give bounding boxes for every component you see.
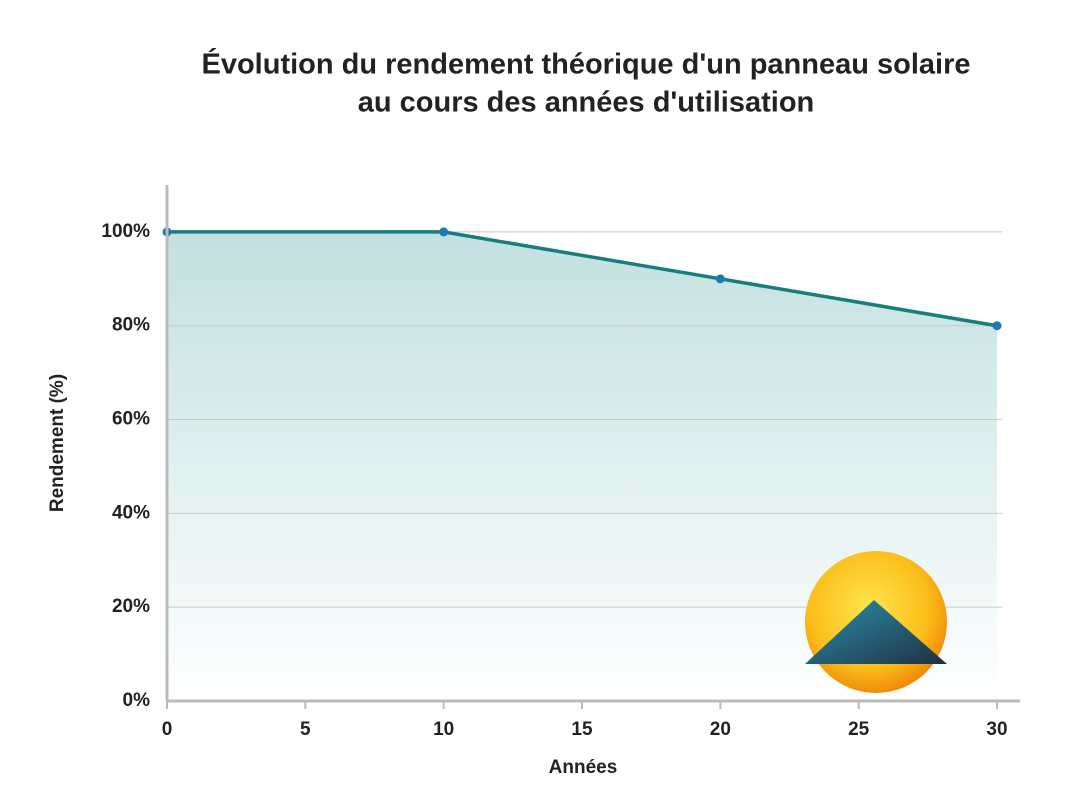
y-tick-label: 60% <box>112 409 150 430</box>
x-tick-label: 10 <box>433 719 454 740</box>
x-tick-label: 30 <box>986 719 1007 740</box>
area-fill <box>167 231 997 701</box>
y-tick-label: 20% <box>112 596 150 617</box>
y-axis-label: Rendement (%) <box>47 374 68 512</box>
y-tick-label: 100% <box>101 221 150 242</box>
point <box>439 227 449 237</box>
x-tick-label: 15 <box>571 719 593 740</box>
x-axis-label: Années <box>549 757 618 778</box>
y-tick-label: 80% <box>112 315 150 336</box>
y-tick-label: 40% <box>112 502 150 523</box>
y-tick-label: 0% <box>123 690 151 711</box>
point <box>992 321 1002 331</box>
point <box>715 274 725 284</box>
chart-title: Évolution du rendement théorique d'un pa… <box>201 47 970 81</box>
sun-icon <box>805 551 947 693</box>
x-tick-label: 20 <box>710 719 731 740</box>
x-tick-label: 5 <box>300 719 311 740</box>
x-tick-label: 25 <box>848 719 870 740</box>
x-tick-label: 0 <box>162 719 173 740</box>
line <box>167 230 998 328</box>
chart-title: au cours des années d'utilisation <box>358 87 815 119</box>
